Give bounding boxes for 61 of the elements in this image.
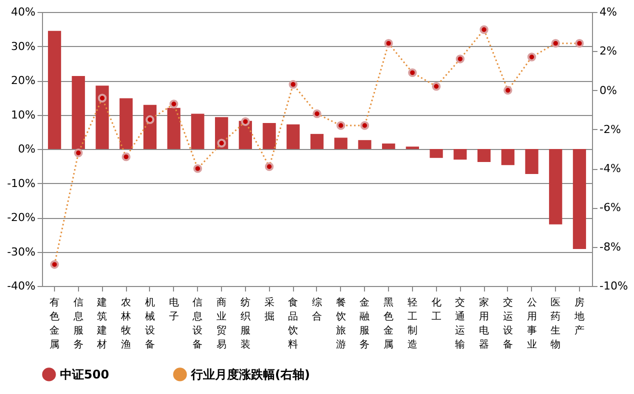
x-tick-label: 房地产 (573, 296, 584, 336)
x-tick-label: 信息服务 (72, 296, 84, 350)
legend-label: 行业月度涨跌幅(右轴) (190, 367, 310, 382)
bar (167, 108, 180, 149)
bar (501, 149, 514, 166)
y2-tick-label: 2% (600, 44, 617, 58)
bar (430, 149, 443, 158)
y-tick-label: 10% (11, 108, 36, 122)
bar (72, 76, 85, 149)
bar (191, 114, 204, 149)
y-tick-label: 0% (18, 142, 36, 156)
x-tick-label: 食品饮料 (287, 296, 298, 350)
bar (96, 86, 109, 149)
bar (572, 149, 586, 250)
y2-tick-label: -8% (600, 240, 621, 254)
y-tick-label: 30% (11, 40, 36, 53)
x-tick-label: 金融服务 (360, 296, 370, 350)
y2-tick-label: 0% (600, 84, 617, 97)
bar (262, 122, 276, 149)
y2-tick-label: -6% (600, 201, 621, 214)
y2-tick-label: 4% (600, 6, 617, 18)
x-tick-label: 黑色金属 (384, 298, 394, 350)
x-tick-label: 医药生物 (550, 298, 561, 350)
bar (477, 149, 491, 162)
y-tick-label: -20% (7, 211, 36, 224)
x-tick-label: 机械设备 (144, 296, 155, 350)
bar (120, 98, 133, 149)
x-tick-label: 有色金属 (50, 296, 60, 350)
y-tick-label: 40% (11, 6, 36, 18)
bar (48, 30, 62, 149)
x-tick-label: 轻工制造 (407, 296, 418, 350)
bar (525, 149, 538, 174)
bar (286, 124, 300, 149)
x-tick-label: 农林牧渔 (120, 298, 132, 350)
x-tick-label: 采掘 (264, 296, 274, 322)
x-tick-label: 电子 (168, 296, 179, 322)
x-tick-label: 建筑建材 (96, 296, 108, 350)
bar (310, 134, 324, 149)
bar (454, 149, 467, 160)
x-tick-label: 公用事业 (526, 296, 537, 350)
y2-tick-label: -4% (600, 162, 621, 176)
x-tick-label: 餐饮旅游 (334, 296, 346, 350)
y-tick-label: 20% (11, 74, 36, 87)
x-tick-label: 综合 (312, 296, 322, 322)
x-tick-label: 商业贸易 (216, 296, 227, 350)
y2-tick-label: -2% (600, 122, 621, 136)
x-tick-label: 化工 (431, 296, 442, 322)
y2-tick-label: -10% (600, 280, 628, 292)
y-tick-label: -10% (7, 176, 36, 190)
legend-label: 中证500 (60, 367, 110, 382)
x-tick-label: 家用电器 (479, 296, 490, 350)
y-tick-label: -30% (7, 245, 36, 258)
x-tick-label: 纺织服装 (240, 296, 250, 350)
bar (549, 149, 562, 224)
bar (358, 140, 372, 149)
x-tick-label: 信息设备 (192, 296, 203, 350)
y-tick-label: -40% (7, 280, 36, 292)
x-tick-label: 交通运输 (455, 296, 466, 350)
bar (334, 138, 348, 149)
x-tick-label: 交运设备 (502, 296, 513, 350)
bar (382, 144, 396, 149)
